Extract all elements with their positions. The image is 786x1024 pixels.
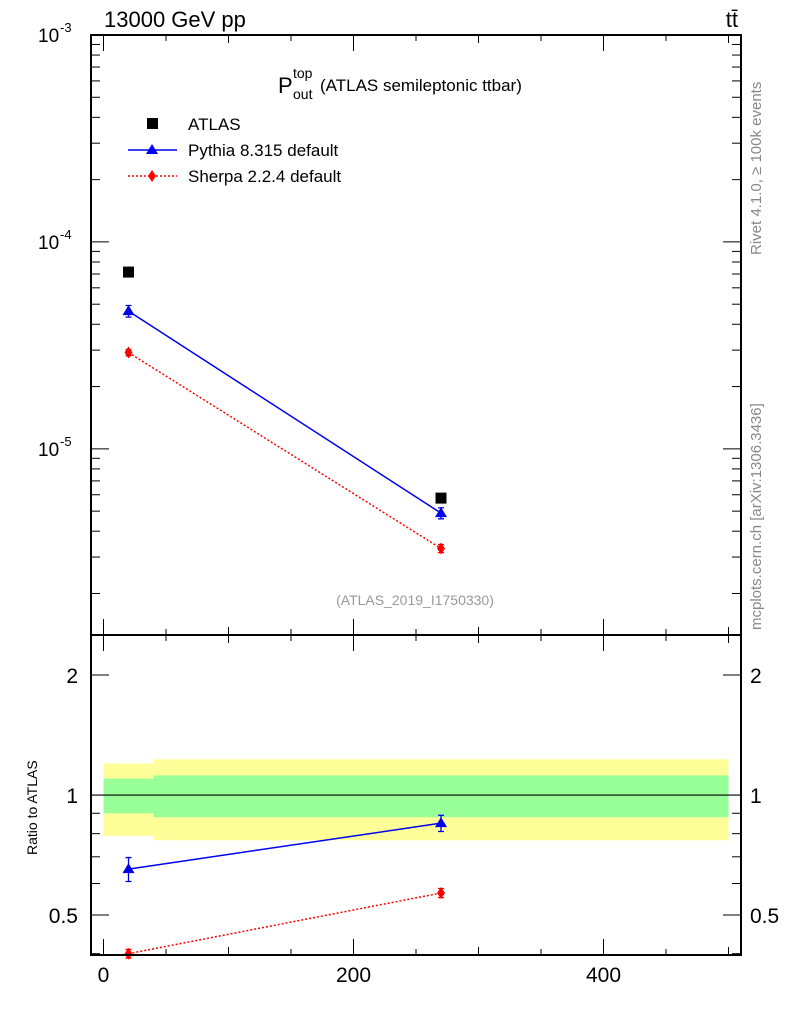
plot-title-rest: (ATLAS semileptonic ttbar): [320, 76, 522, 95]
plot-title-sub: out: [293, 86, 313, 102]
y-tick-label-exp: -3: [60, 20, 72, 35]
legend-pythia-label: Pythia 8.315 default: [188, 141, 339, 160]
main-sherpa-point: [124, 346, 133, 359]
legend-sherpa-marker: [148, 170, 156, 182]
main-sherpa-point: [437, 542, 445, 555]
uncertainty-band-green: [153, 775, 729, 818]
x-tick-label: 0: [98, 964, 110, 987]
ratio-y-tick-label: 1: [66, 785, 78, 808]
ratio-y-tick-label-right: 1: [750, 785, 762, 808]
legend-atlas-marker: [147, 118, 158, 129]
rivet-label: Rivet 4.1.0, ≥ 100k events: [748, 82, 765, 255]
ratio-pythia-point: [435, 817, 447, 828]
legend-atlas-label: ATLAS: [188, 115, 241, 134]
ratio-frame: [90, 634, 742, 956]
main-atlas-point: [123, 266, 134, 278]
plot-title-sup: top: [293, 65, 313, 81]
x-tick-label: 400: [586, 964, 621, 987]
y-tick-label-exp: -5: [60, 434, 72, 449]
ratio-sherpa-point: [437, 886, 445, 899]
main-pythia-line: [128, 310, 442, 514]
main-sherpa-line: [128, 351, 442, 550]
main-pythia-point: [435, 507, 447, 518]
mcplots-label: mcplots.cern.ch [arXiv:1306.3436]: [748, 403, 765, 630]
energy-label: 13000 GeV pp: [104, 7, 246, 32]
y-tick-label-base: 10: [38, 26, 59, 47]
ratio-y-tick-label: 2: [66, 665, 78, 688]
ratio-y-tick-label-right: 2: [750, 665, 762, 688]
ratio-pythia-point: [122, 863, 135, 874]
legend: ATLAS Pythia 8.315 default Sherpa 2.2.4 …: [128, 115, 341, 186]
process-label: tt̄: [726, 7, 738, 32]
ratio-sherpa-line: [128, 892, 442, 955]
legend-pythia-marker: [146, 144, 158, 154]
legend-sherpa-label: Sherpa 2.2.4 default: [188, 167, 341, 186]
ratio-y-tick-label: 0.5: [49, 905, 78, 928]
ratio-pythia-line: [128, 822, 442, 870]
uncertainty-band-green: [103, 778, 154, 814]
y-tick-label-exp: -4: [60, 227, 72, 242]
x-tick-label: 200: [336, 964, 371, 987]
y-tick-label-base: 10: [38, 440, 59, 461]
ratio-y-tick-label-right: 0.5: [750, 905, 779, 928]
main-atlas-point: [435, 492, 447, 504]
ratio-ylabel: Ratio to ATLAS: [24, 760, 40, 855]
analysis-watermark: (ATLAS_2019_I1750330): [336, 592, 494, 608]
y-tick-label-base: 10: [38, 233, 59, 254]
plot-title-main: P: [278, 73, 293, 98]
ratio-sherpa-point: [124, 947, 133, 960]
main-pythia-point: [122, 305, 135, 316]
